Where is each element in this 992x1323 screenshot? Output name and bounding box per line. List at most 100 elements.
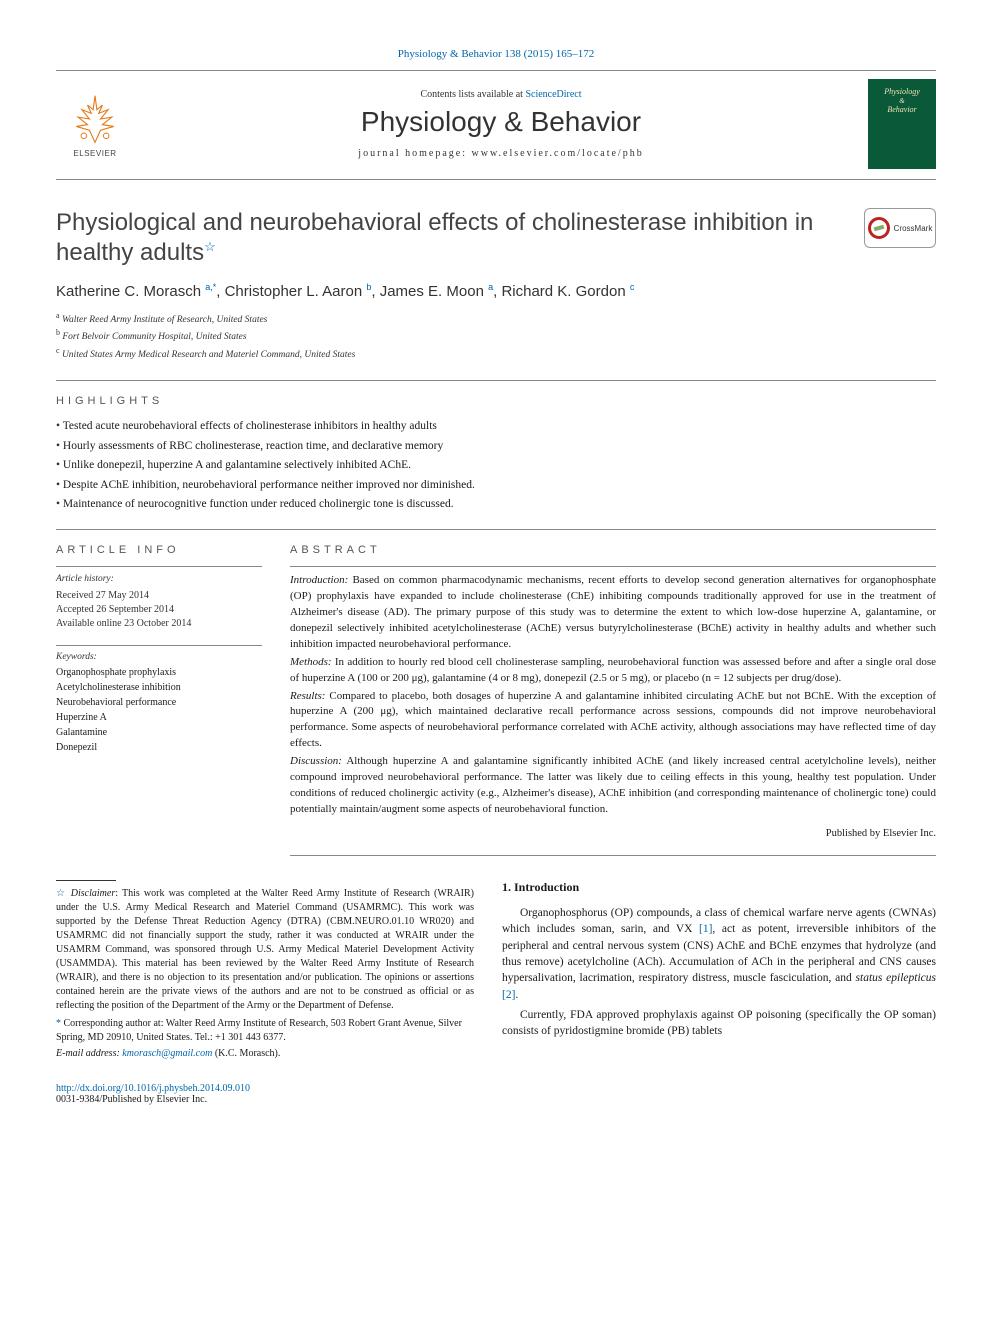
disclaimer-text: : This work was completed at the Walter …: [56, 888, 474, 1011]
abstract-methods-label: Methods:: [290, 656, 332, 668]
keyword: Donepezil: [56, 740, 262, 755]
journal-homepage: journal homepage: www.elsevier.com/locat…: [134, 148, 868, 159]
abstract-results: Results: Compared to placebo, both dosag…: [290, 689, 936, 753]
sciencedirect-link[interactable]: ScienceDirect: [525, 89, 581, 100]
affiliation-a: a Walter Reed Army Institute of Research…: [56, 310, 936, 327]
divider: [56, 380, 936, 381]
abstract-discussion-text: Although huperzine A and galantamine sig…: [290, 755, 936, 815]
abstract-intro-text: Based on common pharmacodynamic mechanis…: [290, 574, 936, 650]
history-online: Available online 23 October 2014: [56, 617, 262, 631]
author-3: , James E. Moon: [371, 283, 488, 300]
disclaimer-star: ☆: [56, 888, 67, 899]
highlights-head: HIGHLIGHTS: [56, 395, 936, 407]
keyword: Organophosphate prophylaxis: [56, 665, 262, 680]
crossmark-label: CrossMark: [894, 224, 933, 233]
introduction-head: 1. Introduction: [502, 880, 936, 895]
divider: [56, 529, 936, 530]
cover-title-2: Behavior: [887, 105, 916, 115]
highlight-item: Maintenance of neurocognitive function u…: [56, 495, 936, 515]
author-2: , Christopher L. Aaron: [216, 283, 366, 300]
email-label: E-mail address:: [56, 1048, 122, 1059]
abstract-discussion: Discussion: Although huperzine A and gal…: [290, 754, 936, 818]
history-received: Received 27 May 2014: [56, 589, 262, 603]
history-head: Article history:: [56, 573, 262, 586]
contents-prefix: Contents lists available at: [420, 89, 525, 100]
aff-text-a: Walter Reed Army Institute of Research, …: [60, 315, 268, 325]
article-title: Physiological and neurobehavioral effect…: [56, 208, 848, 268]
disclaimer-footnote: ☆ Disclaimer: This work was completed at…: [56, 887, 474, 1013]
affiliation-b: b Fort Belvoir Community Hospital, Unite…: [56, 327, 936, 344]
email-footnote: E-mail address: kmorasch@gmail.com (K.C.…: [56, 1048, 474, 1059]
crossmark-button[interactable]: CrossMark: [864, 208, 936, 248]
keyword: Galantamine: [56, 725, 262, 740]
abstract-results-text: Compared to placebo, both dosages of hup…: [290, 690, 936, 750]
journal-header: ELSEVIER Contents lists available at Sci…: [56, 70, 936, 180]
title-text: Physiological and neurobehavioral effect…: [56, 209, 813, 266]
highlights-list: Tested acute neurobehavioral effects of …: [56, 417, 936, 515]
abstract-methods: Methods: In addition to hourly red blood…: [290, 655, 936, 687]
divider: [290, 855, 936, 856]
email-link[interactable]: kmorasch@gmail.com: [122, 1048, 212, 1059]
title-footnote-star[interactable]: ☆: [204, 239, 216, 254]
keyword: Huperzine A: [56, 710, 262, 725]
keyword: Neurobehavioral performance: [56, 695, 262, 710]
aff-text-b: Fort Belvoir Community Hospital, United …: [60, 333, 247, 343]
abstract-intro: Introduction: Based on common pharmacody…: [290, 573, 936, 653]
intro-p1c: .: [515, 989, 518, 1001]
intro-paragraph-2: Currently, FDA approved prophylaxis agai…: [502, 1007, 936, 1040]
elsevier-text: ELSEVIER: [73, 149, 116, 158]
cover-title-1: Physiology: [884, 87, 920, 97]
abstract-body: Introduction: Based on common pharmacody…: [290, 573, 936, 818]
history-accepted: Accepted 26 September 2014: [56, 603, 262, 617]
intro-paragraph-1: Organophosphorus (OP) compounds, a class…: [502, 905, 936, 1003]
corresponding-footnote: * Corresponding author at: Walter Reed A…: [56, 1017, 474, 1045]
author-1-aff[interactable]: a,: [205, 282, 213, 292]
intro-p1-em: status epilepticus: [856, 972, 936, 984]
affiliation-c: c United States Army Medical Research an…: [56, 345, 936, 362]
elsevier-logo: ELSEVIER: [56, 82, 134, 166]
homepage-url: www.elsevier.com/locate/phb: [472, 148, 644, 159]
homepage-prefix: journal homepage:: [358, 148, 471, 159]
highlight-item: Unlike donepezil, huperzine A and galant…: [56, 456, 936, 476]
aff-text-c: United States Army Medical Research and …: [60, 350, 356, 360]
affiliations: a Walter Reed Army Institute of Research…: [56, 310, 936, 362]
author-4-aff[interactable]: c: [630, 282, 635, 292]
disclaimer-label: Disclaimer: [67, 888, 116, 899]
divider: [56, 566, 262, 567]
elsevier-tree-icon: [67, 91, 123, 147]
issn-line: 0031-9384/Published by Elsevier Inc.: [56, 1094, 936, 1105]
citation-link[interactable]: Physiology & Behavior 138 (2015) 165–172: [398, 48, 594, 60]
introduction-body: Organophosphorus (OP) compounds, a class…: [502, 905, 936, 1040]
citation-ref-1[interactable]: [1]: [699, 923, 712, 935]
cover-amp: &: [899, 97, 904, 105]
authors-line: Katherine C. Morasch a,*, Christopher L.…: [56, 282, 936, 300]
keywords-head: Keywords:: [56, 652, 262, 662]
abstract-discussion-label: Discussion:: [290, 755, 342, 767]
contents-line: Contents lists available at ScienceDirec…: [134, 89, 868, 100]
abstract-results-label: Results:: [290, 690, 325, 702]
footnote-divider: [56, 880, 116, 881]
page-footer: http://dx.doi.org/10.1016/j.physbeh.2014…: [56, 1083, 936, 1105]
highlight-item: Despite AChE inhibition, neurobehavioral…: [56, 476, 936, 496]
abstract-methods-text: In addition to hourly red blood cell cho…: [290, 656, 936, 684]
article-info-head: ARTICLE INFO: [56, 544, 262, 556]
journal-cover: Physiology & Behavior: [868, 79, 936, 169]
journal-name: Physiology & Behavior: [134, 106, 868, 138]
author-1: Katherine C. Morasch: [56, 283, 205, 300]
crossmark-icon: [868, 217, 890, 239]
abstract-head: ABSTRACT: [290, 544, 936, 556]
corr-text: Corresponding author at: Walter Reed Arm…: [56, 1018, 462, 1043]
doi-link[interactable]: http://dx.doi.org/10.1016/j.physbeh.2014…: [56, 1083, 250, 1094]
highlight-item: Tested acute neurobehavioral effects of …: [56, 417, 936, 437]
highlight-item: Hourly assessments of RBC cholinesterase…: [56, 437, 936, 457]
keyword: Acetylcholinesterase inhibition: [56, 680, 262, 695]
divider: [56, 645, 262, 646]
divider: [290, 566, 936, 567]
keywords-list: Organophosphate prophylaxis Acetylcholin…: [56, 665, 262, 755]
abstract-intro-label: Introduction:: [290, 574, 348, 586]
publisher-line: Published by Elsevier Inc.: [290, 828, 936, 839]
author-4: , Richard K. Gordon: [493, 283, 630, 300]
citation-line: Physiology & Behavior 138 (2015) 165–172: [56, 48, 936, 60]
citation-ref-2[interactable]: [2]: [502, 989, 515, 1001]
email-suffix: (K.C. Morasch).: [212, 1048, 280, 1059]
